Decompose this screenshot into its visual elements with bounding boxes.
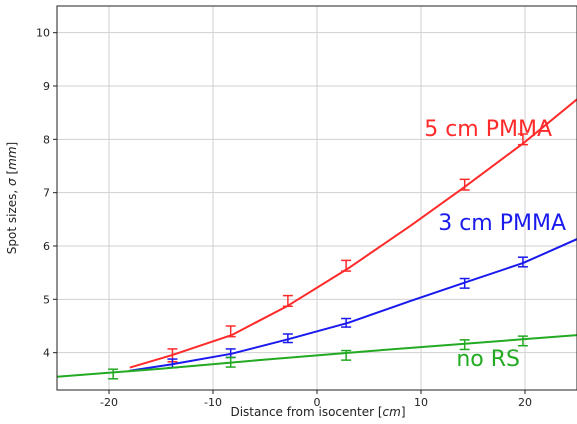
fit-line-no-rs: [56, 334, 577, 378]
series-layer: [56, 98, 577, 380]
data-point-5-cm-pmma: [459, 178, 470, 191]
series-label-5cm: 5 cm PMMA: [424, 117, 552, 142]
x-tick-label: 10: [414, 396, 428, 409]
data-point-5-cm-pmma: [282, 294, 293, 308]
y-axis-label: Spot sizes, σ [mm]: [5, 142, 19, 254]
y-tick-label: 5: [43, 293, 50, 306]
data-point-3-cm-pmma: [282, 333, 293, 344]
x-tick-label: -20: [100, 396, 118, 409]
data-point-3-cm-pmma: [341, 317, 352, 328]
data-point-5-cm-pmma: [517, 133, 528, 146]
y-tick-label: 4: [43, 347, 50, 360]
data-point-5-cm-pmma: [341, 259, 352, 272]
y-tick-label: 6: [43, 240, 50, 253]
fit-line-3-cm-pmma: [129, 238, 577, 372]
data-point-no-rs: [341, 349, 352, 361]
ticks: -20 -10 0 10 20 4 5 6 7 8 9 10: [36, 27, 532, 409]
y-tick-label: 8: [43, 133, 50, 146]
data-point-3-cm-pmma: [517, 256, 528, 268]
y-tick-label: 10: [36, 27, 50, 40]
series-label-no-rs: no RS: [456, 347, 520, 372]
y-tick-label: 7: [43, 187, 50, 200]
x-axis-label: Distance from isocenter [cm]: [230, 405, 405, 419]
fit-line-5-cm-pmma: [129, 98, 577, 369]
x-tick-label: 0: [314, 396, 321, 409]
data-point-no-rs: [225, 356, 236, 368]
data-point-no-rs: [517, 335, 528, 347]
x-tick-label: 20: [518, 396, 532, 409]
data-point-no-rs: [108, 368, 119, 380]
series-label-3cm: 3 cm PMMA: [438, 211, 566, 236]
data-point-3-cm-pmma: [459, 277, 470, 289]
x-tick-label: -10: [204, 396, 222, 409]
data-point-5-cm-pmma: [225, 325, 236, 338]
y-tick-label: 9: [43, 80, 50, 93]
grid: [57, 6, 577, 390]
data-point-no-rs: [459, 339, 470, 351]
